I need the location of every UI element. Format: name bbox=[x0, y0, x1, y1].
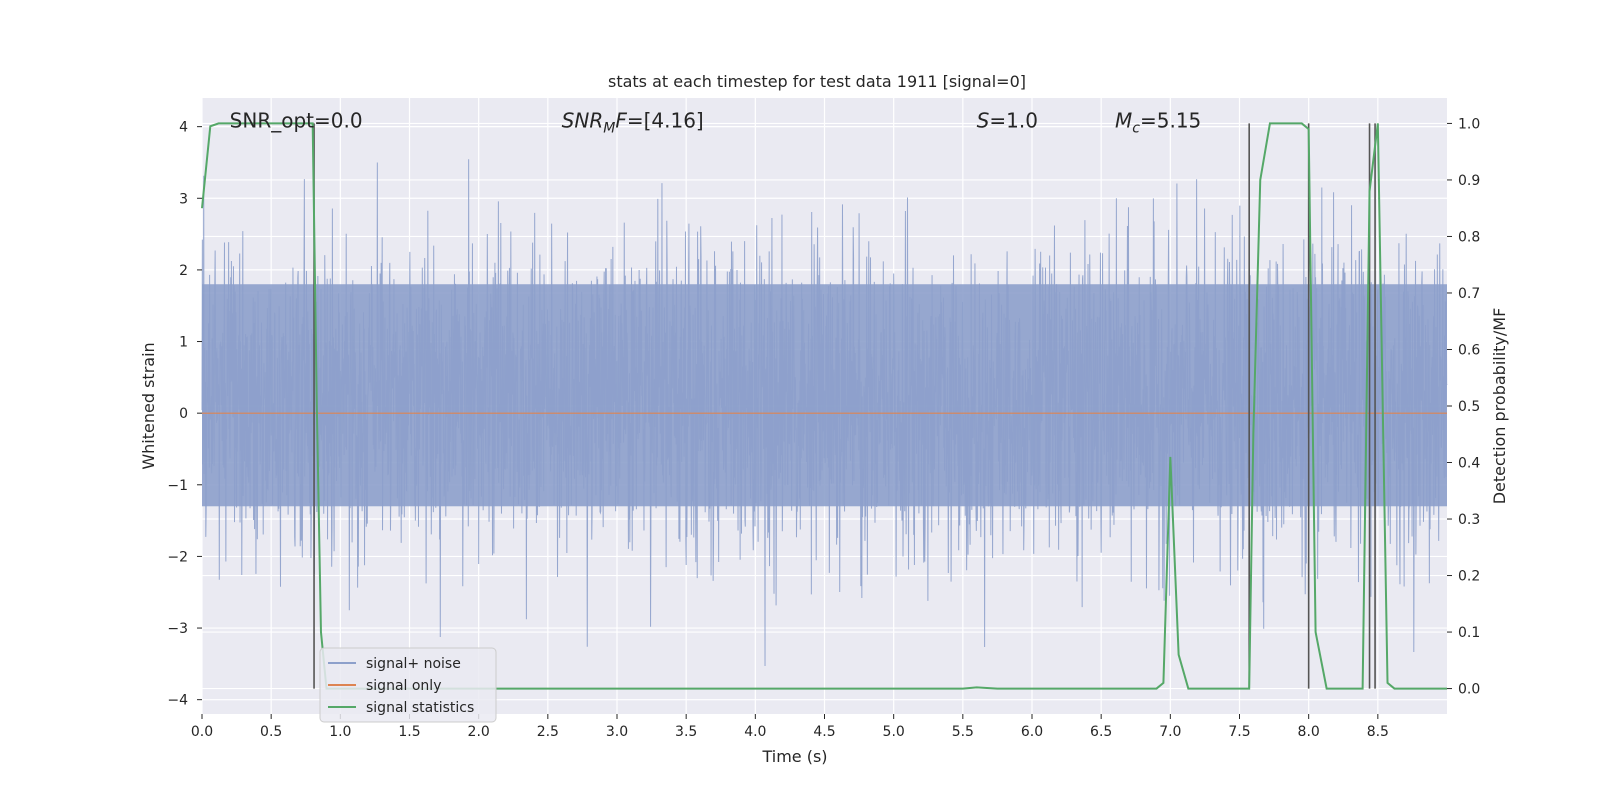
y-tick-label-right: 0.9 bbox=[1458, 173, 1480, 189]
y-tick-label-right: 0.0 bbox=[1458, 682, 1480, 698]
stat-annotation: SNRMF=[4.16] bbox=[562, 109, 704, 137]
legend-box bbox=[319, 647, 497, 723]
x-tick-label: 7.5 bbox=[1228, 724, 1250, 740]
x-tick-label: 5.5 bbox=[952, 724, 974, 740]
stat-annotation: SNR_opt=0.0 bbox=[230, 109, 363, 133]
y-tick-label-left: −1 bbox=[167, 478, 188, 494]
x-tick-label: 8.0 bbox=[1298, 724, 1320, 740]
y-tick-label-left: −4 bbox=[167, 693, 188, 709]
y-tick-label-left: −2 bbox=[167, 549, 188, 565]
x-tick-label: 1.5 bbox=[398, 724, 420, 740]
x-tick-label: 1.0 bbox=[329, 724, 351, 740]
y-tick-label-left: 1 bbox=[179, 335, 188, 351]
x-tick-label: 3.5 bbox=[675, 724, 697, 740]
x-tick-label: 0.0 bbox=[191, 724, 213, 740]
plot-area: 0.0 0.5 1.0 1.5 2.0 2.5 3.0 3.5 4.0 4.5 5.0 5.5 6.0 6… bbox=[167, 98, 1480, 740]
x-tick-label: 5.0 bbox=[883, 724, 905, 740]
y-tick-label-right: 0.5 bbox=[1458, 399, 1480, 415]
x-tick-label: 4.0 bbox=[744, 724, 766, 740]
y-tick-label-right: 0.3 bbox=[1458, 512, 1480, 528]
x-tick-label: 3.0 bbox=[606, 724, 628, 740]
y-tick-label-left: 2 bbox=[179, 263, 188, 279]
y-tick-label-right: 0.4 bbox=[1458, 456, 1480, 472]
series-line-signal-statistics bbox=[201, 122, 1447, 690]
x-tick-label: 8.5 bbox=[1367, 724, 1389, 740]
y-tick-label-right: 0.8 bbox=[1458, 229, 1480, 245]
y-tick-label-right: 1.0 bbox=[1458, 116, 1480, 132]
x-tick-label: 7.0 bbox=[1159, 724, 1181, 740]
y-axis-label-left: Whitened strain bbox=[139, 342, 158, 469]
chart-title: stats at each timestep for test data 191… bbox=[608, 72, 1026, 91]
x-tick-label: 6.0 bbox=[1021, 724, 1043, 740]
legend: signal+ noise signal only signal statistic… bbox=[319, 647, 497, 723]
x-tick-label: 2.0 bbox=[468, 724, 490, 740]
y-tick-label-left: 3 bbox=[179, 191, 188, 207]
y-axis-label-right: Detection probability/MF bbox=[1490, 308, 1509, 505]
stat-annotation: S=1.0 bbox=[977, 109, 1038, 133]
y-tick-label-right: 0.2 bbox=[1458, 569, 1480, 585]
y-tick-label-left: 4 bbox=[179, 120, 188, 136]
legend-label: signal statistics bbox=[366, 700, 474, 716]
x-tick-label: 6.5 bbox=[1090, 724, 1112, 740]
x-axis-label: Time (s) bbox=[761, 747, 827, 766]
x-tick-label: 4.5 bbox=[813, 724, 835, 740]
y-tick-label-right: 0.1 bbox=[1458, 625, 1480, 641]
x-tick-label: 0.5 bbox=[260, 724, 282, 740]
y-tick-label-right: 0.6 bbox=[1458, 342, 1480, 358]
y-tick-label-right: 0.7 bbox=[1458, 286, 1480, 302]
y-tick-label-left: 0 bbox=[179, 406, 188, 422]
stat-annotation: Mc=5.15 bbox=[1115, 109, 1201, 137]
legend-label: signal only bbox=[366, 678, 441, 694]
series-band-signal-noise bbox=[202, 284, 1447, 507]
x-tick-label: 2.5 bbox=[537, 724, 559, 740]
legend-label: signal+ noise bbox=[366, 656, 461, 672]
y-tick-label-left: −3 bbox=[167, 621, 188, 637]
